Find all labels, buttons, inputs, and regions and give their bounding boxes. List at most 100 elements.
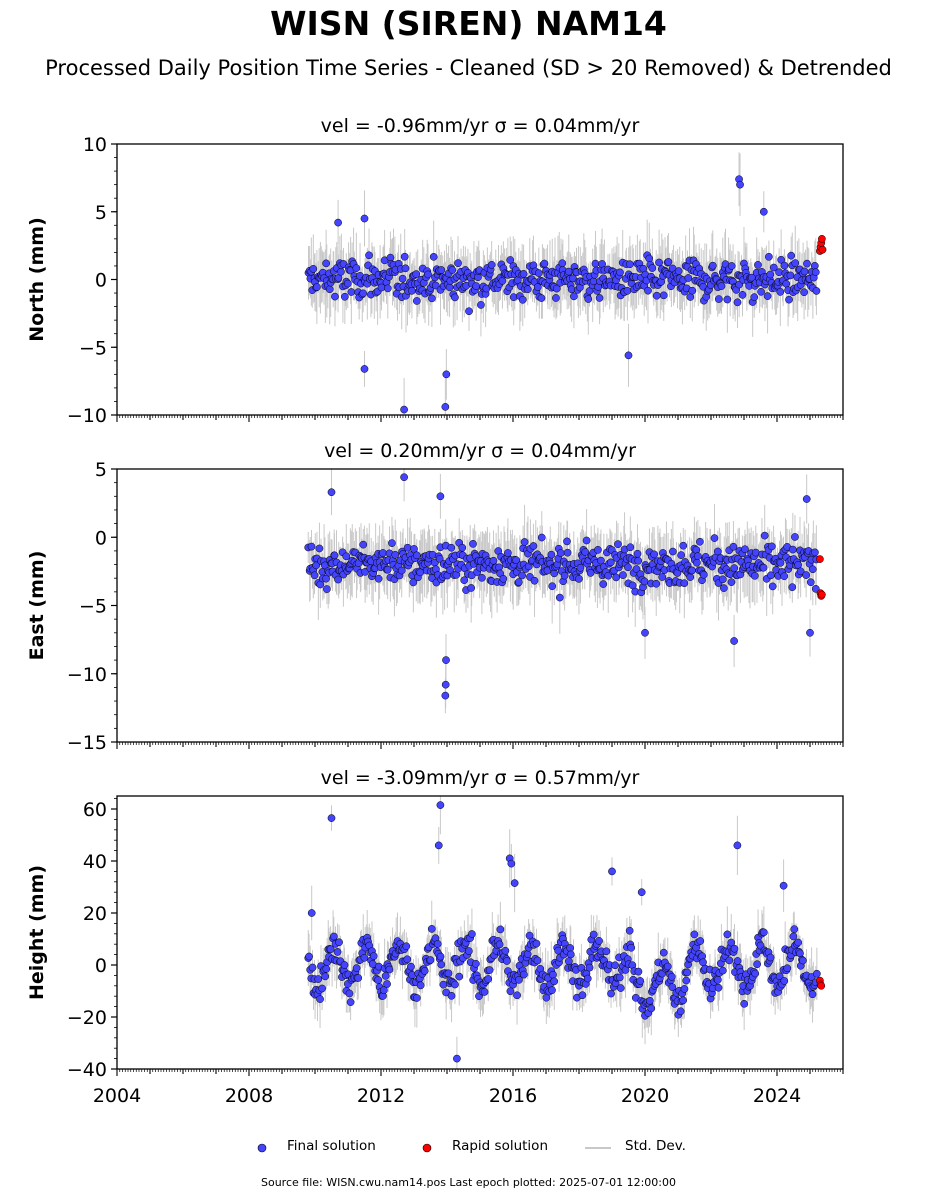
final-solution-point: [674, 267, 683, 275]
final-solution-point: [548, 986, 556, 995]
final-solution-point: [693, 558, 701, 567]
final-solution-point: [767, 542, 776, 551]
final-solution-point: [360, 365, 369, 373]
y-tick-label: 0: [95, 527, 107, 549]
final-solution-point: [776, 288, 785, 296]
final-solution-point: [484, 975, 493, 983]
final-solution-point: [383, 284, 392, 293]
rapid-solution-point: [818, 590, 826, 599]
final-solution-point: [730, 944, 739, 953]
final-solution-point: [400, 405, 408, 414]
y-tick-label: 5: [95, 459, 107, 481]
final-solution-point: [667, 972, 676, 981]
final-solution-point: [354, 974, 363, 982]
final-solution-point: [343, 279, 352, 288]
final-solution-point: [347, 288, 356, 296]
final-solution-point: [424, 270, 432, 279]
final-solution-point: [570, 292, 578, 301]
plot-area: [304, 152, 827, 415]
panel-title: vel = 0.20mm/yr σ = 0.04mm/yr: [324, 440, 636, 462]
final-solution-point: [637, 888, 646, 897]
final-solution-point: [684, 274, 693, 282]
final-solution-point: [586, 569, 595, 577]
final-solution-point: [788, 583, 797, 592]
final-solution-point: [428, 294, 436, 303]
final-solution-point: [777, 255, 785, 264]
final-solution-point: [310, 571, 319, 580]
final-solution-point: [554, 946, 563, 955]
y-axis-label: East (mm): [26, 551, 48, 661]
final-solution-point: [468, 930, 476, 938]
rapid-solution-point: [818, 235, 826, 243]
final-solution-point: [808, 990, 817, 999]
final-solution-point: [696, 537, 704, 546]
final-solution-point: [589, 930, 598, 939]
final-solution-point: [599, 580, 608, 588]
final-solution-point: [385, 965, 394, 974]
panel-title: vel = -3.09mm/yr σ = 0.57mm/yr: [321, 767, 640, 789]
final-solution-point: [489, 556, 498, 565]
final-solution-point: [400, 252, 409, 261]
final-solution-point: [380, 986, 388, 994]
final-solution-point: [813, 969, 821, 978]
final-solution-point: [686, 573, 695, 581]
final-solution-point: [788, 545, 797, 554]
final-solution-point: [794, 938, 803, 947]
final-solution-point: [322, 259, 330, 268]
final-solution-point: [325, 285, 334, 294]
final-solution-point: [403, 543, 412, 552]
final-solution-point: [537, 533, 546, 542]
final-solution-point: [435, 554, 444, 563]
final-solution-point: [316, 995, 324, 1003]
final-solution-point: [506, 256, 515, 264]
final-solution-point: [437, 960, 446, 969]
final-solution-point: [790, 925, 799, 934]
final-solution-point: [427, 925, 436, 933]
final-solution-point: [407, 962, 415, 971]
final-solution-point: [560, 571, 569, 580]
final-solution-point: [501, 946, 510, 955]
source-note: Source file: WISN.cwu.nam14.pos Last epo…: [260, 1176, 676, 1189]
final-solution-point: [566, 950, 575, 959]
final-solution-point: [460, 576, 469, 585]
final-solution-point: [767, 571, 775, 580]
final-solution-point: [496, 925, 505, 934]
final-solution-point: [664, 258, 673, 266]
figure-title: WISN (SIREN) NAM14: [270, 4, 667, 43]
final-solution-point: [800, 288, 808, 297]
final-solution-point: [679, 541, 688, 550]
final-solution-point: [315, 544, 324, 553]
final-solution-point: [426, 956, 435, 964]
final-solution-point: [529, 542, 538, 550]
final-solution-point: [323, 585, 331, 593]
legend-label-stddev: Std. Dev.: [625, 1138, 686, 1154]
final-solution-point: [606, 558, 615, 567]
final-solution-point: [327, 814, 336, 822]
final-solution-point: [688, 566, 696, 575]
final-solution-point: [645, 254, 654, 263]
final-solution-point: [750, 293, 759, 302]
final-solution-point: [326, 945, 335, 954]
final-solution-point: [381, 972, 390, 980]
y-tick-label: −10: [67, 664, 107, 686]
final-solution-point: [346, 998, 355, 1006]
legend-item-stddev: Std. Dev.: [583, 1138, 686, 1154]
final-solution-point: [690, 930, 699, 939]
final-solution-point: [412, 994, 421, 1002]
rapid-solution-point: [816, 555, 824, 563]
final-solution-point: [448, 266, 457, 274]
final-solution-point: [668, 547, 677, 556]
final-solution-point: [345, 989, 354, 998]
final-solution-point: [808, 565, 817, 574]
y-tick-label: 10: [83, 134, 107, 156]
final-solution-point: [730, 564, 739, 572]
final-solution-point: [713, 547, 722, 556]
final-solution-point: [520, 970, 528, 979]
final-solution-point: [583, 974, 592, 983]
final-solution-point: [759, 563, 768, 572]
y-axis-label: North (mm): [26, 217, 48, 342]
final-solution-point: [352, 264, 361, 272]
x-tick-label: 2016: [489, 1085, 537, 1107]
final-solution-point: [359, 289, 368, 298]
final-solution-point: [696, 937, 705, 945]
